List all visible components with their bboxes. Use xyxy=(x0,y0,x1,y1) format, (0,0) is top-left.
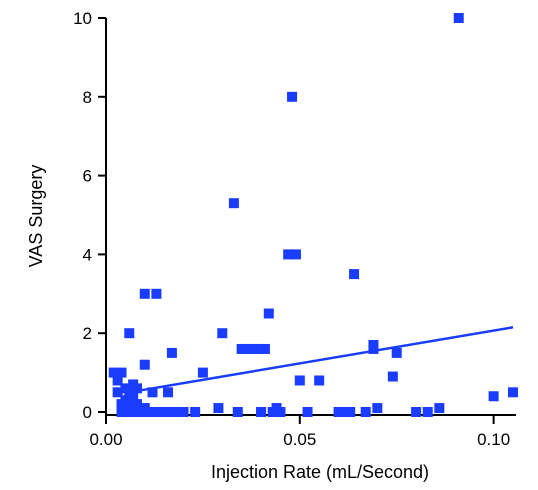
data-point xyxy=(190,407,201,417)
data-point xyxy=(391,347,402,358)
y-axis-ticks: 0 2 4 6 8 10 xyxy=(73,9,106,422)
data-point xyxy=(263,308,274,319)
data-point xyxy=(294,375,305,386)
y-tick-label: 6 xyxy=(83,167,92,186)
data-point xyxy=(213,403,224,414)
data-point xyxy=(422,407,433,417)
data-point xyxy=(178,407,189,417)
data-point xyxy=(508,387,518,398)
x-tick-label: 0.05 xyxy=(283,430,316,449)
data-point xyxy=(283,249,294,260)
data-point xyxy=(387,371,398,382)
data-point xyxy=(147,387,158,398)
data-point xyxy=(302,407,313,417)
data-point xyxy=(345,407,356,417)
x-tick-label: 0.00 xyxy=(89,430,122,449)
fit-line xyxy=(140,326,514,392)
data-point xyxy=(368,343,379,354)
x-axis-title: Injection Rate (mL/Second) xyxy=(211,462,429,482)
data-point xyxy=(217,328,228,339)
data-point xyxy=(108,367,119,378)
data-point xyxy=(252,343,263,354)
y-axis-title: VAS Surgery xyxy=(26,165,46,268)
data-point xyxy=(228,198,239,209)
y-tick-label: 4 xyxy=(83,245,92,264)
data-point xyxy=(151,288,162,299)
data-point xyxy=(112,375,123,386)
data-point xyxy=(139,288,150,299)
data-point xyxy=(112,387,123,398)
data-point xyxy=(120,383,131,394)
x-axis-ticks: 0.00 0.05 0.10 xyxy=(89,415,510,449)
data-point xyxy=(132,399,143,410)
data-point xyxy=(360,407,371,417)
data-point xyxy=(143,407,154,417)
data-point xyxy=(275,407,286,417)
data-point xyxy=(256,407,267,417)
data-point xyxy=(488,391,499,402)
data-point xyxy=(159,407,170,417)
data-point xyxy=(163,387,174,398)
data-point xyxy=(314,375,325,386)
data-point xyxy=(116,367,127,378)
data-point xyxy=(197,367,208,378)
data-point xyxy=(287,91,298,102)
data-point xyxy=(333,407,344,417)
y-tick-label: 0 xyxy=(83,403,92,422)
data-point xyxy=(411,407,422,417)
data-point xyxy=(372,403,383,414)
data-point xyxy=(349,269,360,280)
data-points xyxy=(108,13,518,417)
data-point xyxy=(170,407,181,417)
data-point xyxy=(259,343,270,354)
data-point xyxy=(139,359,150,370)
data-point xyxy=(132,383,143,394)
data-point xyxy=(290,249,301,260)
data-point xyxy=(244,343,255,354)
y-tick-label: 2 xyxy=(83,324,92,343)
plot-area: 0 2 4 6 8 10 0.00 0.05 0.10 xyxy=(73,9,518,449)
y-tick-label: 10 xyxy=(73,9,92,28)
data-point xyxy=(453,13,464,23)
data-point xyxy=(166,347,177,358)
data-point xyxy=(236,343,247,354)
data-point xyxy=(124,328,135,339)
data-point xyxy=(232,407,243,417)
fit-line-group xyxy=(140,326,514,392)
y-tick-label: 8 xyxy=(83,88,92,107)
x-tick-label: 0.10 xyxy=(477,430,510,449)
data-point xyxy=(434,403,445,414)
